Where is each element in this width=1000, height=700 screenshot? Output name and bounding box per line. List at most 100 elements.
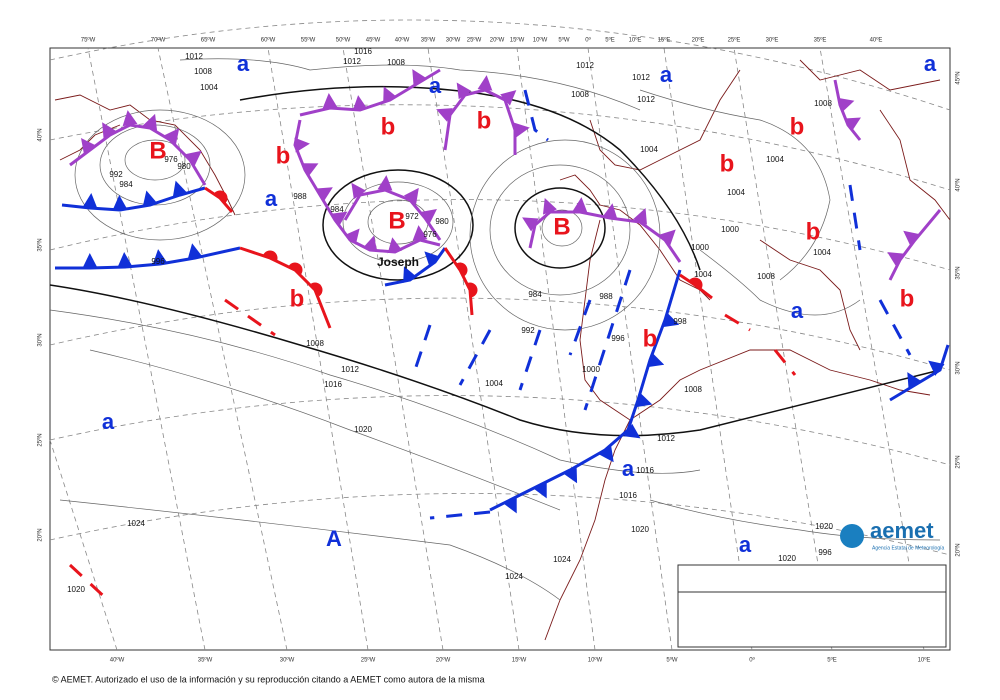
isobar-label: 984 (528, 290, 542, 299)
lon-label: 5ºE (605, 37, 615, 44)
low-center: b (276, 142, 291, 169)
lon-label: 10ºW (588, 657, 603, 664)
lon-label: 25ºW (467, 37, 482, 44)
isobar-label: 1008 (684, 385, 702, 394)
lat-label: 25ºN (955, 455, 962, 468)
isobar-label: 1016 (354, 47, 372, 56)
isobar-label: 1016 (324, 380, 342, 389)
lat-label: 45ºN (955, 71, 962, 84)
lon-label: 30ºW (446, 37, 461, 44)
low-center: B (388, 207, 405, 234)
lon-label: 35ºE (814, 37, 827, 44)
isobar-label: 1012 (632, 73, 650, 82)
lon-label: 5ºW (666, 657, 678, 664)
isobar-label: 980 (435, 217, 449, 226)
isobar-label: 1016 (636, 466, 654, 475)
high-center: a (791, 298, 804, 323)
isobar-label: 1008 (194, 67, 212, 76)
logo-subtitle: Agencia Estatal de Meteorología (872, 545, 944, 551)
low-center: b (790, 113, 805, 140)
low-center: b (643, 325, 658, 352)
isobar-label: 1020 (67, 585, 85, 594)
copyright: © AEMET. Autorizado el uso de la informa… (52, 674, 485, 684)
isobar-label: 1012 (185, 52, 203, 61)
lon-label: 20ºW (490, 37, 505, 44)
logo-name: aemet (870, 518, 934, 543)
lon-label: 0º (749, 657, 755, 664)
isobar-label: 1020 (778, 554, 796, 563)
isobar-label: 1000 (721, 225, 739, 234)
isobar-label: 1008 (306, 339, 324, 348)
isobar-label: 1024 (127, 519, 145, 528)
isobar-label: 1000 (691, 243, 709, 252)
lat-label: 30ºN (37, 333, 44, 346)
lon-label: 65ºW (201, 37, 216, 44)
isobar-label: 992 (109, 170, 123, 179)
isobar-label: 1008 (757, 272, 775, 281)
lon-label: 50ºW (336, 37, 351, 44)
isobar-label: 1008 (571, 90, 589, 99)
isobar-label: 1020 (354, 425, 372, 434)
lat-label: 20ºN (37, 528, 44, 541)
lat-label: 20ºN (955, 543, 962, 556)
isobar-label: 1004 (766, 155, 784, 164)
isobar-label: 1012 (343, 57, 361, 66)
isobar-label: 1020 (815, 522, 833, 531)
isobar-label: 980 (177, 162, 191, 171)
isobar-label: 1004 (640, 145, 658, 154)
lon-label: 40ºE (870, 37, 883, 44)
lon-label: 10ºE (629, 37, 642, 44)
lon-label: 45ºW (366, 37, 381, 44)
low-center: B (149, 137, 166, 164)
high-center: a (429, 73, 442, 98)
graticule (49, 19, 951, 651)
low-center: b (290, 285, 305, 312)
lon-label: 40ºW (395, 37, 410, 44)
lon-label: 30ºW (280, 657, 295, 664)
lat-label: 40ºN (955, 178, 962, 191)
lon-label: 20ºE (692, 37, 705, 44)
isobar-label: 1004 (694, 270, 712, 279)
isobar-label: 1016 (619, 491, 637, 500)
isobar-label: 1000 (582, 365, 600, 374)
isobar-label: 998 (673, 317, 687, 326)
lat-label: 30ºN (955, 361, 962, 374)
lon-label: 60ºW (261, 37, 276, 44)
lon-label: 0º (585, 37, 591, 44)
isobar-label: 972 (405, 212, 419, 221)
map-frame (49, 47, 951, 651)
isobar-label: 984 (119, 180, 133, 189)
high-center: a (660, 62, 673, 87)
high-center: a (622, 456, 635, 481)
fronts (55, 68, 950, 604)
isobar-label: 1024 (553, 555, 571, 564)
isobar-label: 976 (423, 230, 437, 239)
isobar-label: 976 (164, 155, 178, 164)
low-center: b (477, 107, 492, 134)
isobar-label: 992 (521, 326, 535, 335)
info-box (677, 564, 947, 648)
logo-mark (840, 524, 864, 548)
isobar-label: 1004 (485, 379, 503, 388)
lon-label: 15ºW (512, 657, 527, 664)
lon-label: 10ºW (533, 37, 548, 44)
isobar-label: 1004 (200, 83, 218, 92)
lon-label: 35ºW (421, 37, 436, 44)
lon-label: 40ºW (110, 657, 125, 664)
lat-label: 35ºN (955, 266, 962, 279)
high-center: a (739, 532, 752, 557)
lat-label: 35ºN (37, 238, 44, 251)
isobar-label: 984 (330, 205, 344, 214)
lon-label: 35ºW (198, 657, 213, 664)
lon-label: 70ºW (151, 37, 166, 44)
lat-label: 40ºN (37, 128, 44, 141)
isobar-label: 1004 (727, 188, 745, 197)
high-center: a (102, 409, 115, 434)
isobar-label: 1012 (637, 95, 655, 104)
lat-label: 25ºN (37, 433, 44, 446)
isobar-label: 1004 (813, 248, 831, 257)
isobar-label: 1008 (814, 99, 832, 108)
high-center: a (265, 186, 278, 211)
